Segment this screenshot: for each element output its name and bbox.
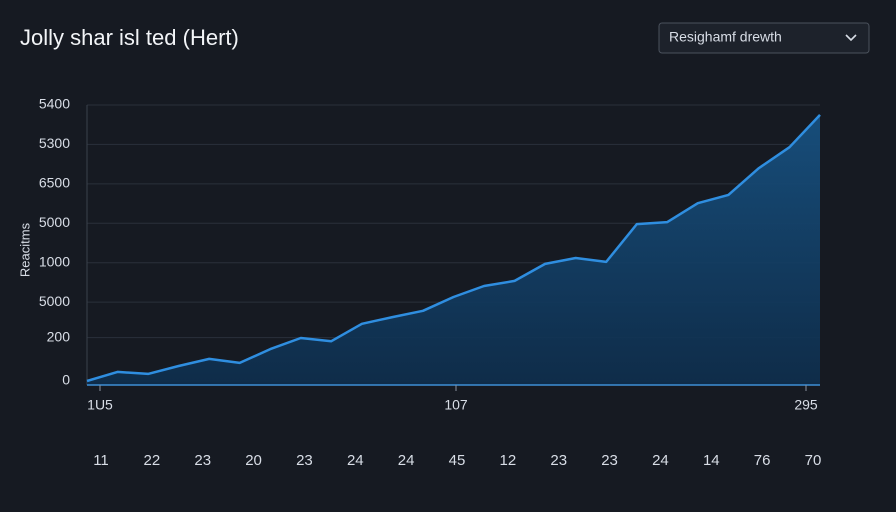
x-tick-label: 23 [194,452,211,469]
x-tick-label: 11 [93,452,109,469]
x-tick-label: 45 [449,452,466,469]
dropdown-box[interactable] [658,22,870,54]
dropdown-chevron[interactable] [845,34,857,42]
y-tick-label: 6500 [39,175,70,191]
y-tick-label: 0 [62,372,70,388]
x-tick-label: 23 [601,452,618,469]
x-tick-label: 23 [296,452,313,469]
y-tick-label: 200 [47,328,71,344]
y-tick-label: 5300 [39,135,70,151]
x-tick-label: 24 [652,452,669,469]
dropdown-label[interactable]: Resighamf drewth [669,29,782,45]
x-tick-label: 295 [794,397,818,413]
chart-title: Jolly shar isl ted (Hert) [20,25,239,50]
x-tick-label: 12 [500,452,517,469]
y-axis-label: Reacitms [17,222,32,277]
y-tick-label: 5000 [39,293,70,309]
x-tick-label: 23 [550,452,567,469]
x-tick-label: 107 [444,397,468,413]
x-tick-label: 1U5 [87,397,113,413]
y-tick-label: 1000 [39,253,70,269]
x-tick-label: 76 [754,452,771,469]
line [86,114,821,383]
x-tick-label: 24 [347,452,364,469]
x-tick-label: 70 [805,452,822,469]
x-tick-label: 14 [703,452,720,469]
x-tick-label: 20 [245,452,262,469]
x-tick-label: 22 [144,452,161,469]
x-tick-label: 24 [398,452,415,469]
y-tick-label: 5000 [39,214,70,230]
area [87,114,820,386]
dropdown[interactable]: Resighamf drewth [658,22,870,54]
y-tick-label: 5400 [39,96,70,112]
